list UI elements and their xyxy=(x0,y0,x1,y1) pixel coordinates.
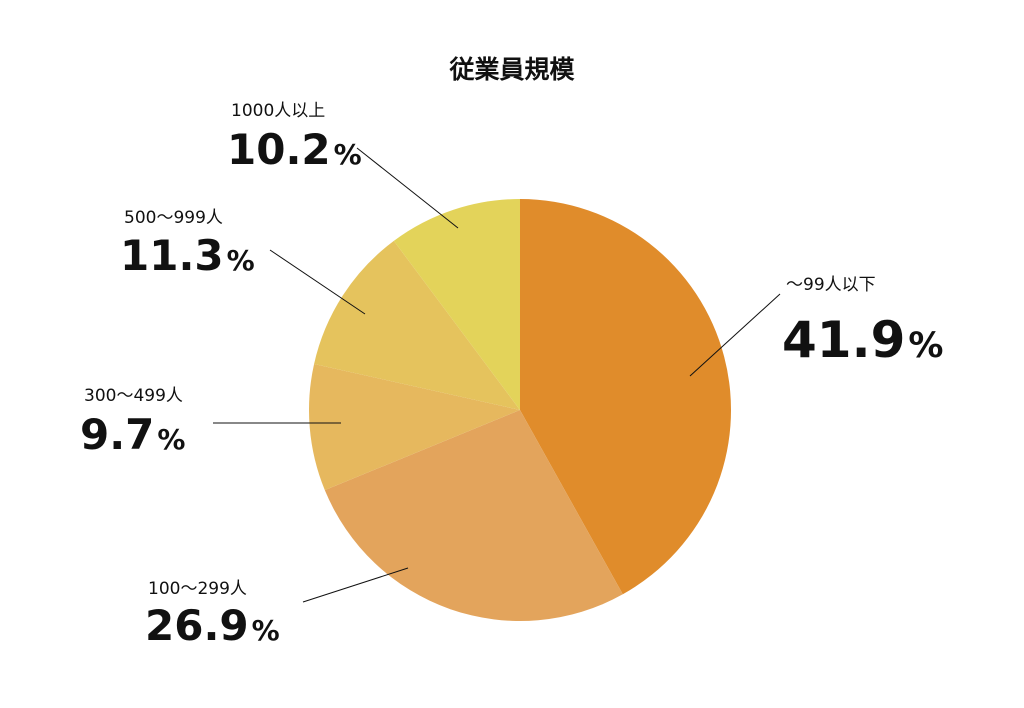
slice-category-label: 1000人以上 xyxy=(231,101,325,121)
pie-slice xyxy=(324,410,623,622)
slice-category-label: 300～499人 xyxy=(84,386,183,406)
pie-slice xyxy=(308,363,520,491)
leader-line xyxy=(302,567,409,603)
slice-percent-label: 26.9% xyxy=(145,601,280,650)
slice-percent-label: 10.2% xyxy=(227,125,362,174)
chart-title: 従業員規模 xyxy=(448,55,575,84)
slice-category-label: 500～999人 xyxy=(124,208,223,228)
slice-category-label: 100～299人 xyxy=(148,579,247,599)
slice-category-label: ～99人以下 xyxy=(786,275,876,295)
slice-percent-label: 9.7% xyxy=(80,410,185,459)
slice-percent-label: 11.3% xyxy=(120,231,255,280)
leader-lines xyxy=(213,147,781,603)
pie-slices xyxy=(308,199,732,622)
pie-slice xyxy=(393,199,520,410)
leader-line xyxy=(689,293,781,377)
pie-slice xyxy=(314,240,520,410)
leader-line xyxy=(356,147,459,229)
pie-slice xyxy=(520,199,732,595)
leader-line xyxy=(269,249,366,315)
slice-percent-label: 41.9% xyxy=(782,311,943,369)
